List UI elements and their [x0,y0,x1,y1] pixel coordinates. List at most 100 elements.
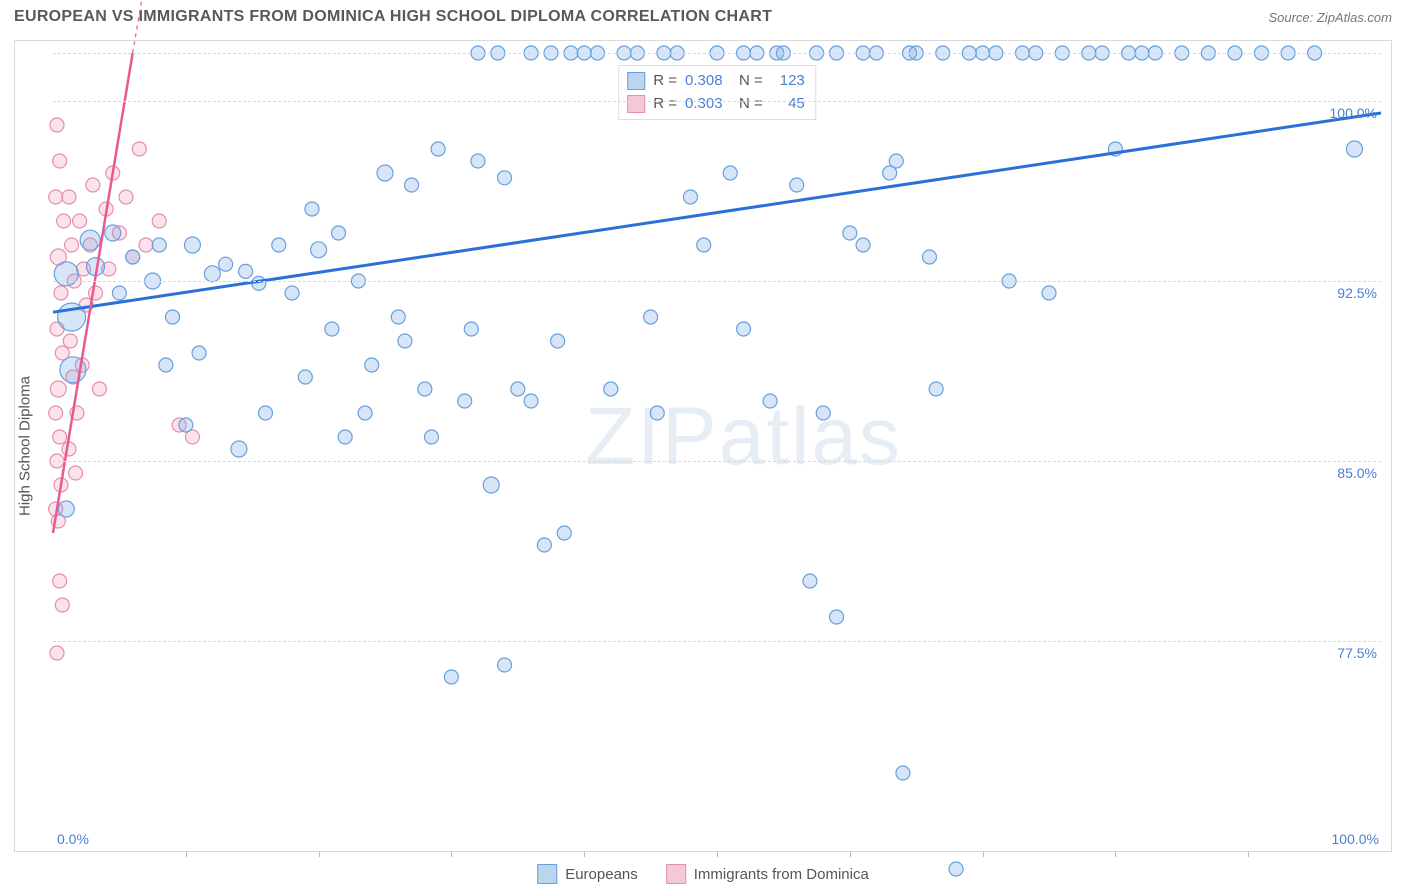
data-point-europeans [929,382,943,396]
data-point-dominica [92,382,106,396]
data-point-europeans [325,322,339,336]
data-point-europeans [816,406,830,420]
data-point-europeans [418,382,432,396]
correlation-legend: R =0.308N =123R =0.303N =45 [618,65,816,120]
data-point-europeans [464,322,478,336]
y-tick-label: 77.5% [1337,645,1377,661]
data-point-europeans [258,406,272,420]
data-point-dominica [63,334,77,348]
data-point-dominica [88,286,102,300]
data-point-europeans [889,154,903,168]
data-point-dominica [49,190,63,204]
legend-label-dominica: Immigrants from Dominica [694,866,869,883]
data-point-europeans [152,238,166,252]
data-point-europeans [458,394,472,408]
data-point-dominica [50,118,64,132]
data-point-europeans [1042,286,1056,300]
data-point-dominica [49,406,63,420]
data-point-dominica [57,214,71,228]
data-point-europeans [112,286,126,300]
data-point-europeans [272,238,286,252]
data-point-europeans [358,406,372,420]
data-point-dominica [55,598,69,612]
data-point-europeans [537,538,551,552]
data-point-dominica [86,178,100,192]
chart-title: EUROPEAN VS IMMIGRANTS FROM DOMINICA HIG… [14,8,772,26]
x-axis-min-label: 0.0% [57,831,89,847]
x-tick [850,851,851,857]
trend-line-europeans [53,113,1381,312]
data-point-dominica [53,430,67,444]
data-point-europeans [204,266,220,282]
data-point-europeans [511,382,525,396]
data-point-dominica [50,646,64,660]
data-point-europeans [58,501,74,517]
data-point-europeans [1346,141,1362,157]
data-point-europeans [184,237,200,253]
data-point-europeans [444,670,458,684]
data-point-europeans [179,418,193,432]
chart-container: High School Diploma ZIPatlas R =0.308N =… [14,40,1392,852]
data-point-europeans [405,178,419,192]
data-point-europeans [697,238,711,252]
data-point-dominica [65,238,79,252]
y-axis-title: High School Diploma [17,376,34,516]
data-point-europeans [922,250,936,264]
data-point-dominica [50,381,66,397]
data-point-dominica [152,214,166,228]
y-tick-label: 85.0% [1337,465,1377,481]
legend-swatch-europeans [627,72,645,90]
data-point-europeans [843,226,857,240]
data-point-europeans [723,166,737,180]
y-tick-label: 100.0% [1330,105,1377,121]
data-point-europeans [524,394,538,408]
data-point-europeans [105,225,121,241]
x-axis-max-label: 100.0% [1332,831,1379,847]
y-tick-label: 92.5% [1337,285,1377,301]
data-point-europeans [192,346,206,360]
x-tick [319,851,320,857]
data-point-europeans [398,334,412,348]
legend-swatch-dominica [666,864,686,884]
data-point-europeans [483,477,499,493]
legend-row-dominica: R =0.303N =45 [627,93,805,116]
data-point-europeans [159,358,173,372]
data-point-europeans [557,526,571,540]
data-point-europeans [424,430,438,444]
data-point-europeans [231,441,247,457]
data-point-dominica [119,190,133,204]
data-point-europeans [803,574,817,588]
data-point-europeans [551,334,565,348]
data-point-dominica [69,466,83,480]
data-point-europeans [763,394,777,408]
data-point-europeans [377,165,393,181]
data-point-dominica [62,190,76,204]
data-point-europeans [431,142,445,156]
data-point-europeans [54,262,78,286]
x-tick [717,851,718,857]
data-point-europeans [498,171,512,185]
legend-swatch-europeans [537,864,557,884]
x-tick [451,851,452,857]
data-point-europeans [239,264,253,278]
series-legend: Europeans Immigrants from Dominica [537,864,869,884]
data-point-europeans [332,226,346,240]
data-point-europeans [298,370,312,384]
data-point-europeans [80,230,100,250]
data-point-dominica [54,286,68,300]
data-point-europeans [604,382,618,396]
legend-label-europeans: Europeans [565,866,638,883]
plot-area: ZIPatlas R =0.308N =123R =0.303N =45 77.… [53,53,1381,821]
data-point-dominica [73,214,87,228]
data-point-europeans [391,310,405,324]
data-point-europeans [644,310,658,324]
data-point-dominica [132,142,146,156]
data-point-europeans [856,238,870,252]
data-point-dominica [53,574,67,588]
data-point-europeans [830,610,844,624]
data-point-europeans [285,286,299,300]
data-point-europeans [219,257,233,271]
x-tick [186,851,187,857]
data-point-europeans [790,178,804,192]
data-point-europeans [498,658,512,672]
